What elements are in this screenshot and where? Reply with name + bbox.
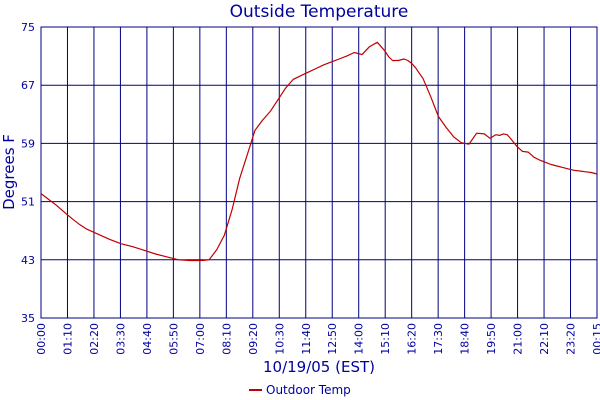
x-tick-label: 23:20 bbox=[565, 323, 578, 355]
x-tick-label: 17:30 bbox=[432, 323, 445, 355]
x-tick-label: 08:10 bbox=[220, 323, 233, 355]
x-tick-label: 07:00 bbox=[194, 323, 207, 355]
x-tick-label: 00:00 bbox=[35, 323, 48, 355]
y-tick-label: 59 bbox=[21, 137, 35, 150]
x-tick-label: 00:15 bbox=[591, 323, 600, 355]
x-tick-label: 16:20 bbox=[406, 323, 419, 355]
x-tick-label: 05:50 bbox=[167, 323, 180, 355]
y-tick-label: 75 bbox=[21, 21, 35, 34]
x-tick-label: 14:00 bbox=[353, 323, 366, 355]
x-tick-label: 04:40 bbox=[141, 323, 154, 355]
x-tick-label: 02:20 bbox=[88, 323, 101, 355]
x-tick-label: 03:30 bbox=[114, 323, 127, 355]
y-tick-label: 67 bbox=[21, 79, 35, 92]
plot-frame bbox=[40, 26, 598, 319]
x-tick-label: 21:00 bbox=[512, 323, 525, 355]
legend-label: Outdoor Temp bbox=[266, 383, 351, 397]
x-tick-label: 10:30 bbox=[273, 323, 286, 355]
series-line-outdoor-temp bbox=[40, 41, 598, 262]
x-tick-label: 22:10 bbox=[538, 323, 551, 355]
x-axis-ticks: 00:00 01:10 02:20 03:30 04:40 05:50 07:00 08:10… bbox=[35, 323, 600, 355]
y-axis-ticks: 35 43 51 59 67 75 bbox=[21, 21, 35, 325]
chart-title: Outside Temperature bbox=[230, 2, 409, 22]
legend: Outdoor Temp bbox=[249, 383, 351, 397]
x-tick-label: 09:20 bbox=[247, 323, 260, 355]
y-axis-label: Degrees F bbox=[0, 134, 18, 210]
x-tick-label: 11:40 bbox=[300, 323, 313, 355]
series-layer bbox=[40, 41, 598, 262]
y-tick-label: 43 bbox=[21, 254, 35, 267]
plot-area bbox=[40, 26, 598, 319]
x-axis-label: 10/19/05 (EST) bbox=[263, 358, 375, 376]
grid bbox=[41, 27, 597, 318]
x-tick-label: 01:10 bbox=[61, 323, 74, 355]
y-tick-label: 35 bbox=[21, 312, 35, 325]
x-tick-label: 15:10 bbox=[379, 323, 392, 355]
y-tick-label: 51 bbox=[21, 196, 35, 209]
x-tick-label: 12:50 bbox=[326, 323, 339, 355]
x-tick-label: 19:50 bbox=[485, 323, 498, 355]
x-tick-label: 18:40 bbox=[459, 323, 472, 355]
